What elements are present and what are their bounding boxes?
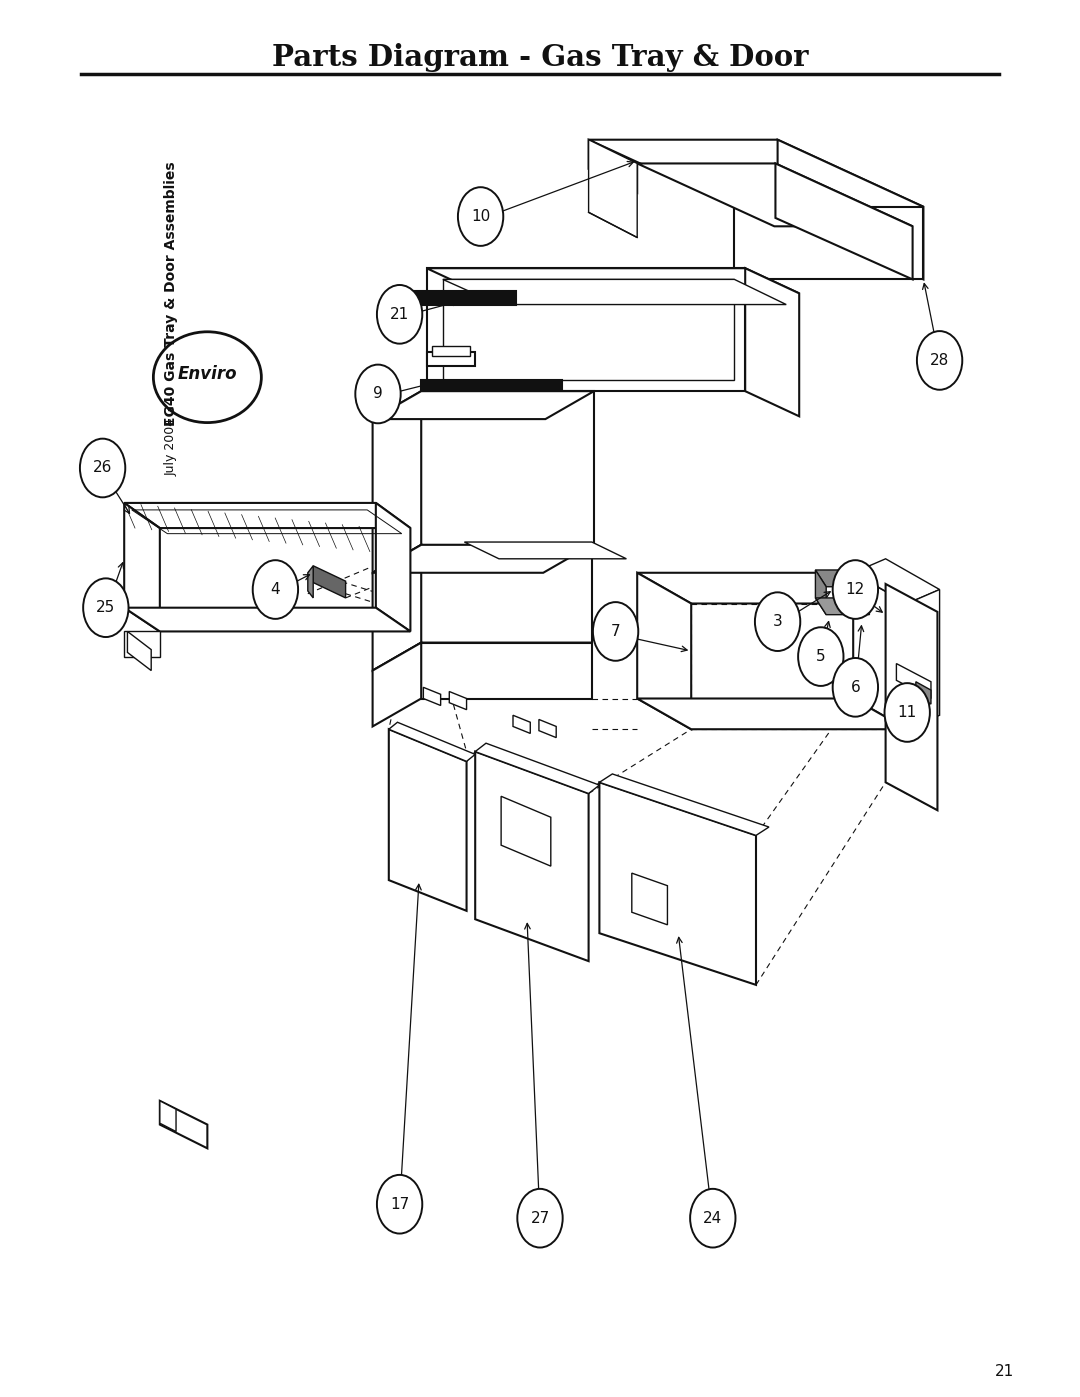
- Text: July 2004: July 2004: [164, 418, 177, 476]
- Polygon shape: [127, 631, 151, 671]
- Polygon shape: [589, 140, 923, 207]
- Polygon shape: [421, 643, 592, 698]
- Polygon shape: [859, 570, 869, 615]
- Polygon shape: [394, 291, 516, 305]
- Polygon shape: [373, 545, 592, 573]
- Text: 3: 3: [772, 615, 783, 629]
- Polygon shape: [475, 743, 599, 793]
- Polygon shape: [427, 352, 475, 366]
- Polygon shape: [589, 140, 637, 193]
- Polygon shape: [734, 207, 923, 279]
- Circle shape: [517, 1189, 563, 1248]
- Polygon shape: [775, 163, 913, 279]
- Text: 21: 21: [995, 1365, 1014, 1379]
- Circle shape: [377, 1175, 422, 1234]
- Text: Parts Diagram - Gas Tray & Door: Parts Diagram - Gas Tray & Door: [272, 43, 808, 71]
- Text: 27: 27: [530, 1211, 550, 1225]
- Text: 10: 10: [471, 210, 490, 224]
- Text: 24: 24: [703, 1211, 723, 1225]
- Circle shape: [798, 627, 843, 686]
- Text: 26: 26: [93, 461, 112, 475]
- Polygon shape: [501, 796, 551, 866]
- Polygon shape: [916, 682, 931, 704]
- Polygon shape: [421, 391, 594, 545]
- Polygon shape: [896, 664, 931, 698]
- Polygon shape: [160, 1101, 176, 1132]
- Polygon shape: [886, 584, 937, 810]
- Text: 21: 21: [390, 307, 409, 321]
- Circle shape: [755, 592, 800, 651]
- Polygon shape: [421, 545, 592, 643]
- Polygon shape: [637, 698, 907, 729]
- Polygon shape: [632, 873, 667, 925]
- Polygon shape: [124, 608, 410, 631]
- Text: 17: 17: [390, 1197, 409, 1211]
- Polygon shape: [124, 503, 410, 528]
- Polygon shape: [599, 782, 756, 985]
- Polygon shape: [853, 559, 940, 604]
- Circle shape: [253, 560, 298, 619]
- Text: 6: 6: [850, 680, 861, 694]
- Text: 28: 28: [930, 353, 949, 367]
- Polygon shape: [373, 643, 421, 726]
- Circle shape: [833, 658, 878, 717]
- Polygon shape: [815, 598, 869, 615]
- Polygon shape: [373, 391, 594, 419]
- Polygon shape: [539, 719, 556, 738]
- Text: 5: 5: [816, 650, 825, 664]
- Polygon shape: [778, 140, 923, 279]
- Polygon shape: [464, 542, 626, 559]
- Circle shape: [458, 187, 503, 246]
- Polygon shape: [815, 570, 869, 587]
- Text: 11: 11: [897, 705, 917, 719]
- Text: 9: 9: [373, 387, 383, 401]
- Polygon shape: [124, 503, 160, 631]
- Polygon shape: [373, 545, 421, 671]
- Text: 4: 4: [271, 583, 280, 597]
- Polygon shape: [389, 722, 475, 761]
- Polygon shape: [443, 279, 786, 305]
- Circle shape: [83, 578, 129, 637]
- Polygon shape: [427, 268, 799, 293]
- Circle shape: [377, 285, 422, 344]
- Circle shape: [690, 1189, 735, 1248]
- Polygon shape: [423, 687, 441, 705]
- Polygon shape: [599, 774, 769, 835]
- Polygon shape: [449, 692, 467, 710]
- Polygon shape: [432, 346, 470, 356]
- Polygon shape: [443, 279, 734, 380]
- Polygon shape: [373, 391, 421, 573]
- Polygon shape: [853, 573, 907, 729]
- Text: EG40 Gas Tray & Door Assemblies: EG40 Gas Tray & Door Assemblies: [164, 161, 177, 426]
- Circle shape: [885, 683, 930, 742]
- Circle shape: [917, 331, 962, 390]
- Polygon shape: [589, 140, 637, 237]
- Polygon shape: [376, 503, 410, 631]
- Circle shape: [833, 560, 878, 619]
- Polygon shape: [907, 590, 940, 729]
- Text: Enviro: Enviro: [177, 366, 238, 383]
- Polygon shape: [160, 1101, 207, 1148]
- Text: 25: 25: [96, 601, 116, 615]
- Polygon shape: [475, 752, 589, 961]
- Polygon shape: [815, 570, 826, 615]
- Polygon shape: [427, 268, 745, 391]
- Polygon shape: [637, 163, 913, 226]
- Circle shape: [80, 439, 125, 497]
- Polygon shape: [745, 268, 799, 416]
- Polygon shape: [124, 631, 160, 657]
- Polygon shape: [637, 573, 691, 729]
- Text: 12: 12: [846, 583, 865, 597]
- Circle shape: [593, 602, 638, 661]
- Polygon shape: [421, 380, 562, 391]
- Polygon shape: [513, 715, 530, 733]
- Circle shape: [355, 365, 401, 423]
- Polygon shape: [373, 643, 592, 671]
- Polygon shape: [313, 566, 346, 598]
- Polygon shape: [389, 729, 467, 911]
- Text: 7: 7: [611, 624, 620, 638]
- Polygon shape: [308, 566, 313, 598]
- Polygon shape: [637, 573, 907, 604]
